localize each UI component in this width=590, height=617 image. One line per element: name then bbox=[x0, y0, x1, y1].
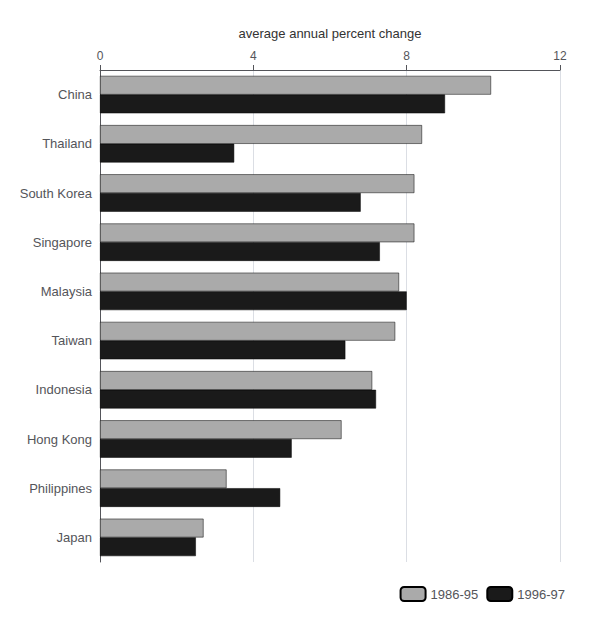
svg-text:Japan: Japan bbox=[57, 530, 92, 545]
svg-text:0: 0 bbox=[97, 49, 104, 63]
svg-text:Indonesia: Indonesia bbox=[36, 382, 93, 397]
svg-text:Malaysia: Malaysia bbox=[41, 284, 93, 299]
svg-text:Taiwan: Taiwan bbox=[52, 333, 92, 348]
svg-text:Hong Kong: Hong Kong bbox=[27, 432, 92, 447]
svg-text:1986-95: 1986-95 bbox=[431, 587, 479, 602]
svg-text:12: 12 bbox=[553, 49, 567, 63]
svg-text:South Korea: South Korea bbox=[20, 186, 93, 201]
svg-text:average annual percent change: average annual percent change bbox=[239, 26, 422, 41]
svg-text:China: China bbox=[58, 87, 93, 102]
svg-text:4: 4 bbox=[250, 49, 257, 63]
svg-text:1996-97: 1996-97 bbox=[517, 587, 565, 602]
svg-text:Singapore: Singapore bbox=[33, 235, 92, 250]
svg-text:Thailand: Thailand bbox=[42, 136, 92, 151]
svg-text:8: 8 bbox=[403, 49, 410, 63]
svg-text:Philippines: Philippines bbox=[29, 481, 92, 496]
